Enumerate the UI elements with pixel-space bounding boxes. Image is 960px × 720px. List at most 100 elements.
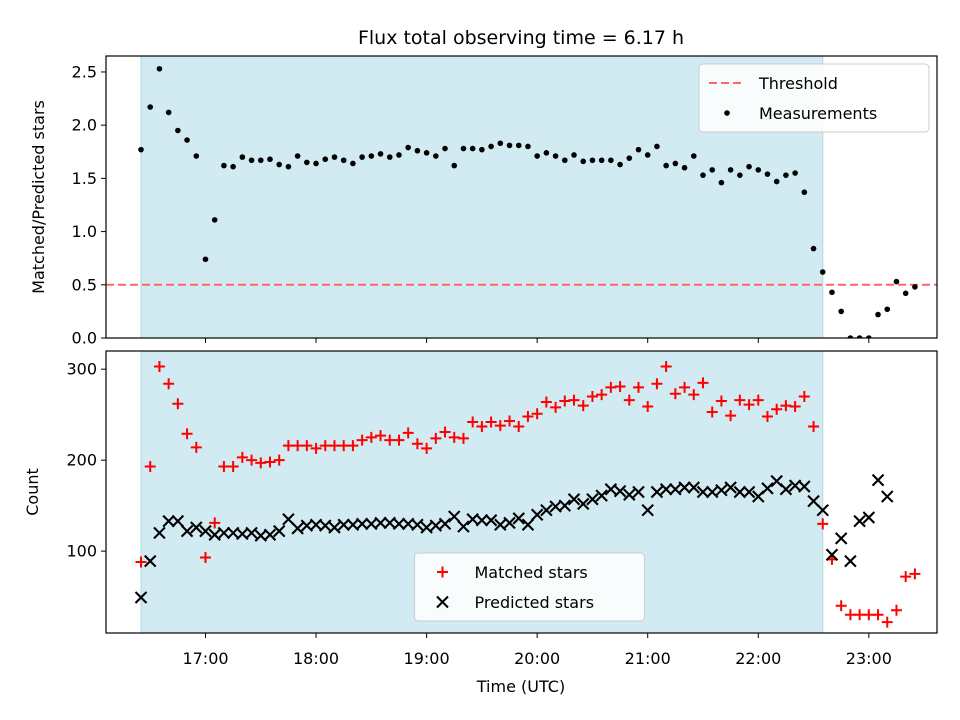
data-point (515, 142, 522, 149)
data-point (761, 482, 774, 495)
data-point (825, 548, 839, 562)
data-point (469, 145, 476, 152)
data-point (872, 609, 884, 621)
data-point (773, 178, 780, 185)
data-point (135, 556, 147, 568)
data-point (862, 511, 876, 524)
data-point (613, 484, 627, 498)
data-point (641, 503, 654, 517)
data-point (350, 160, 356, 167)
data-point (586, 493, 599, 506)
data-point (488, 143, 494, 150)
data-point (875, 311, 881, 318)
data-point (319, 440, 331, 452)
data-point (632, 485, 645, 499)
y-tick-label: 1.5 (72, 169, 97, 188)
data-point (737, 172, 743, 178)
data-point (218, 461, 230, 473)
data-point (681, 164, 688, 171)
data-point (571, 152, 577, 158)
data-point (384, 434, 396, 446)
data-point (263, 528, 277, 541)
data-point (239, 154, 246, 160)
data-point (558, 499, 572, 512)
data-point (291, 522, 304, 535)
data-point (439, 426, 451, 438)
data-point (236, 451, 248, 463)
data-point (442, 145, 448, 152)
data-point (779, 483, 793, 496)
data-point (696, 485, 710, 499)
data-point (255, 457, 267, 469)
data-point (494, 518, 507, 531)
ratio-panel: 0.0 0.5 1.0 1.5 2.0 2.5 Matched/Predicted star… (29, 55, 938, 348)
data-point (586, 390, 598, 402)
data-point (715, 483, 728, 497)
data-point (276, 161, 283, 168)
data-point (709, 167, 716, 173)
data-point (147, 104, 154, 110)
data-point (521, 518, 535, 531)
data-point (568, 394, 580, 406)
data-point (780, 400, 792, 412)
data-point (313, 160, 319, 167)
data-point (808, 421, 820, 433)
data-point (746, 163, 752, 170)
data-point (245, 526, 258, 540)
data-point (153, 526, 166, 540)
data-point (430, 432, 442, 444)
data-point (479, 146, 485, 153)
data-point (165, 109, 172, 116)
data-point (559, 395, 571, 407)
data-point (211, 217, 218, 223)
y-tick-label: 200 (66, 451, 97, 470)
data-point (171, 514, 185, 528)
data-point (642, 400, 654, 412)
data-point (871, 473, 885, 487)
data-point (706, 406, 718, 418)
data-point (743, 399, 755, 411)
data-point (227, 461, 239, 473)
data-point (626, 155, 633, 161)
series-matched-stars (135, 360, 921, 628)
data-point (512, 512, 525, 525)
data-point (322, 156, 329, 163)
y-tick-label: 300 (66, 360, 97, 379)
data-point (365, 431, 377, 443)
data-point (420, 521, 433, 534)
data-point (697, 377, 709, 389)
data-point (156, 65, 163, 72)
data-point (644, 152, 651, 158)
data-point (598, 157, 605, 164)
data-point (405, 144, 411, 151)
data-point (863, 609, 875, 621)
data-point (838, 308, 844, 315)
x-tick-label: 20:00 (514, 649, 560, 668)
data-point (718, 179, 725, 186)
data-point (543, 150, 550, 156)
data-point (589, 157, 596, 164)
data-point (134, 591, 148, 604)
data-point (294, 153, 301, 159)
data-point (377, 151, 384, 157)
data-point (282, 440, 294, 452)
data-point (900, 571, 912, 583)
data-point (893, 278, 900, 285)
axes-frame (105, 350, 938, 634)
data-point (902, 290, 909, 297)
data-point (540, 396, 552, 408)
data-point (285, 163, 292, 170)
data-point (650, 485, 664, 499)
data-point (190, 441, 202, 453)
y-tick-label: 2.5 (72, 62, 97, 81)
y-axis-label: Matched/Predicted stars (29, 100, 48, 294)
data-point (143, 554, 157, 568)
data-point (635, 146, 642, 153)
data-point (669, 388, 681, 400)
data-point (801, 189, 808, 196)
data-point (617, 161, 623, 168)
data-point (909, 568, 921, 580)
data-point (562, 157, 568, 164)
data-point (829, 289, 835, 296)
